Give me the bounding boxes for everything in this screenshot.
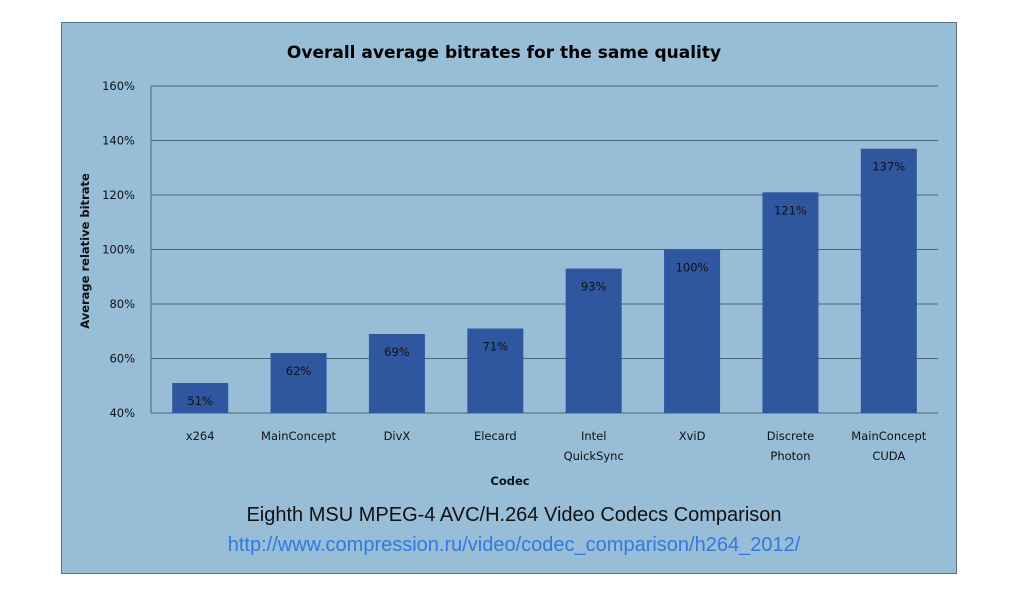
y-tick-label: 100% bbox=[102, 243, 135, 257]
bar bbox=[467, 328, 524, 413]
bar bbox=[270, 353, 327, 413]
data-label: 121% bbox=[774, 203, 807, 217]
bar bbox=[565, 268, 622, 413]
y-tick-label: 120% bbox=[102, 188, 135, 202]
chart-title: Overall average bitrates for the same qu… bbox=[287, 43, 721, 63]
category-label: Photon bbox=[770, 449, 810, 463]
category-label: DivX bbox=[384, 429, 411, 443]
bar bbox=[664, 249, 721, 413]
y-tick-label: 80% bbox=[109, 297, 135, 311]
category-label: x264 bbox=[186, 429, 215, 443]
data-label: 137% bbox=[872, 160, 905, 174]
y-tick-labels: 40% 60% 80% 100% 120% 140% 160% bbox=[102, 79, 135, 420]
category-label: XviD bbox=[679, 429, 706, 443]
bar-chart: Overall average bitrates for the same qu… bbox=[78, 43, 938, 556]
category-label: MainConcept bbox=[851, 429, 927, 443]
category-label: CUDA bbox=[872, 449, 905, 463]
data-label: 51% bbox=[187, 394, 213, 408]
category-label: MainConcept bbox=[261, 429, 337, 443]
footer-url-link[interactable]: http://www.compression.ru/video/codec_co… bbox=[228, 534, 801, 556]
y-tick-label: 140% bbox=[102, 134, 135, 148]
category-label: Elecard bbox=[474, 429, 517, 443]
bar bbox=[172, 383, 229, 413]
category-label: Intel bbox=[581, 429, 606, 443]
bar bbox=[860, 148, 917, 414]
bar bbox=[368, 333, 425, 413]
data-label: 62% bbox=[286, 364, 312, 378]
data-label: 69% bbox=[384, 345, 410, 359]
bar bbox=[762, 192, 819, 413]
y-tick-label: 60% bbox=[109, 352, 135, 366]
footer-caption: Eighth MSU MPEG-4 AVC/H.264 Video Codecs… bbox=[246, 504, 781, 526]
category-label: QuickSync bbox=[564, 449, 624, 463]
gridlines bbox=[150, 85, 938, 414]
bars: 51% 62% 69% 71% 93% 100% 121% 137% bbox=[172, 148, 917, 414]
y-tick-label: 40% bbox=[109, 406, 135, 420]
category-label: Discrete bbox=[767, 429, 815, 443]
data-label: 93% bbox=[581, 280, 607, 294]
y-axis-title: Average relative bitrate bbox=[78, 173, 92, 329]
data-label: 100% bbox=[676, 261, 709, 275]
chart-frame: Overall average bitrates for the same qu… bbox=[61, 22, 957, 574]
category-labels: x264 MainConcept DivX Elecard Intel QuickSync… bbox=[186, 429, 927, 463]
y-tick-label: 160% bbox=[102, 79, 135, 93]
x-axis-title: Codec bbox=[490, 474, 529, 488]
data-label: 71% bbox=[483, 340, 509, 354]
